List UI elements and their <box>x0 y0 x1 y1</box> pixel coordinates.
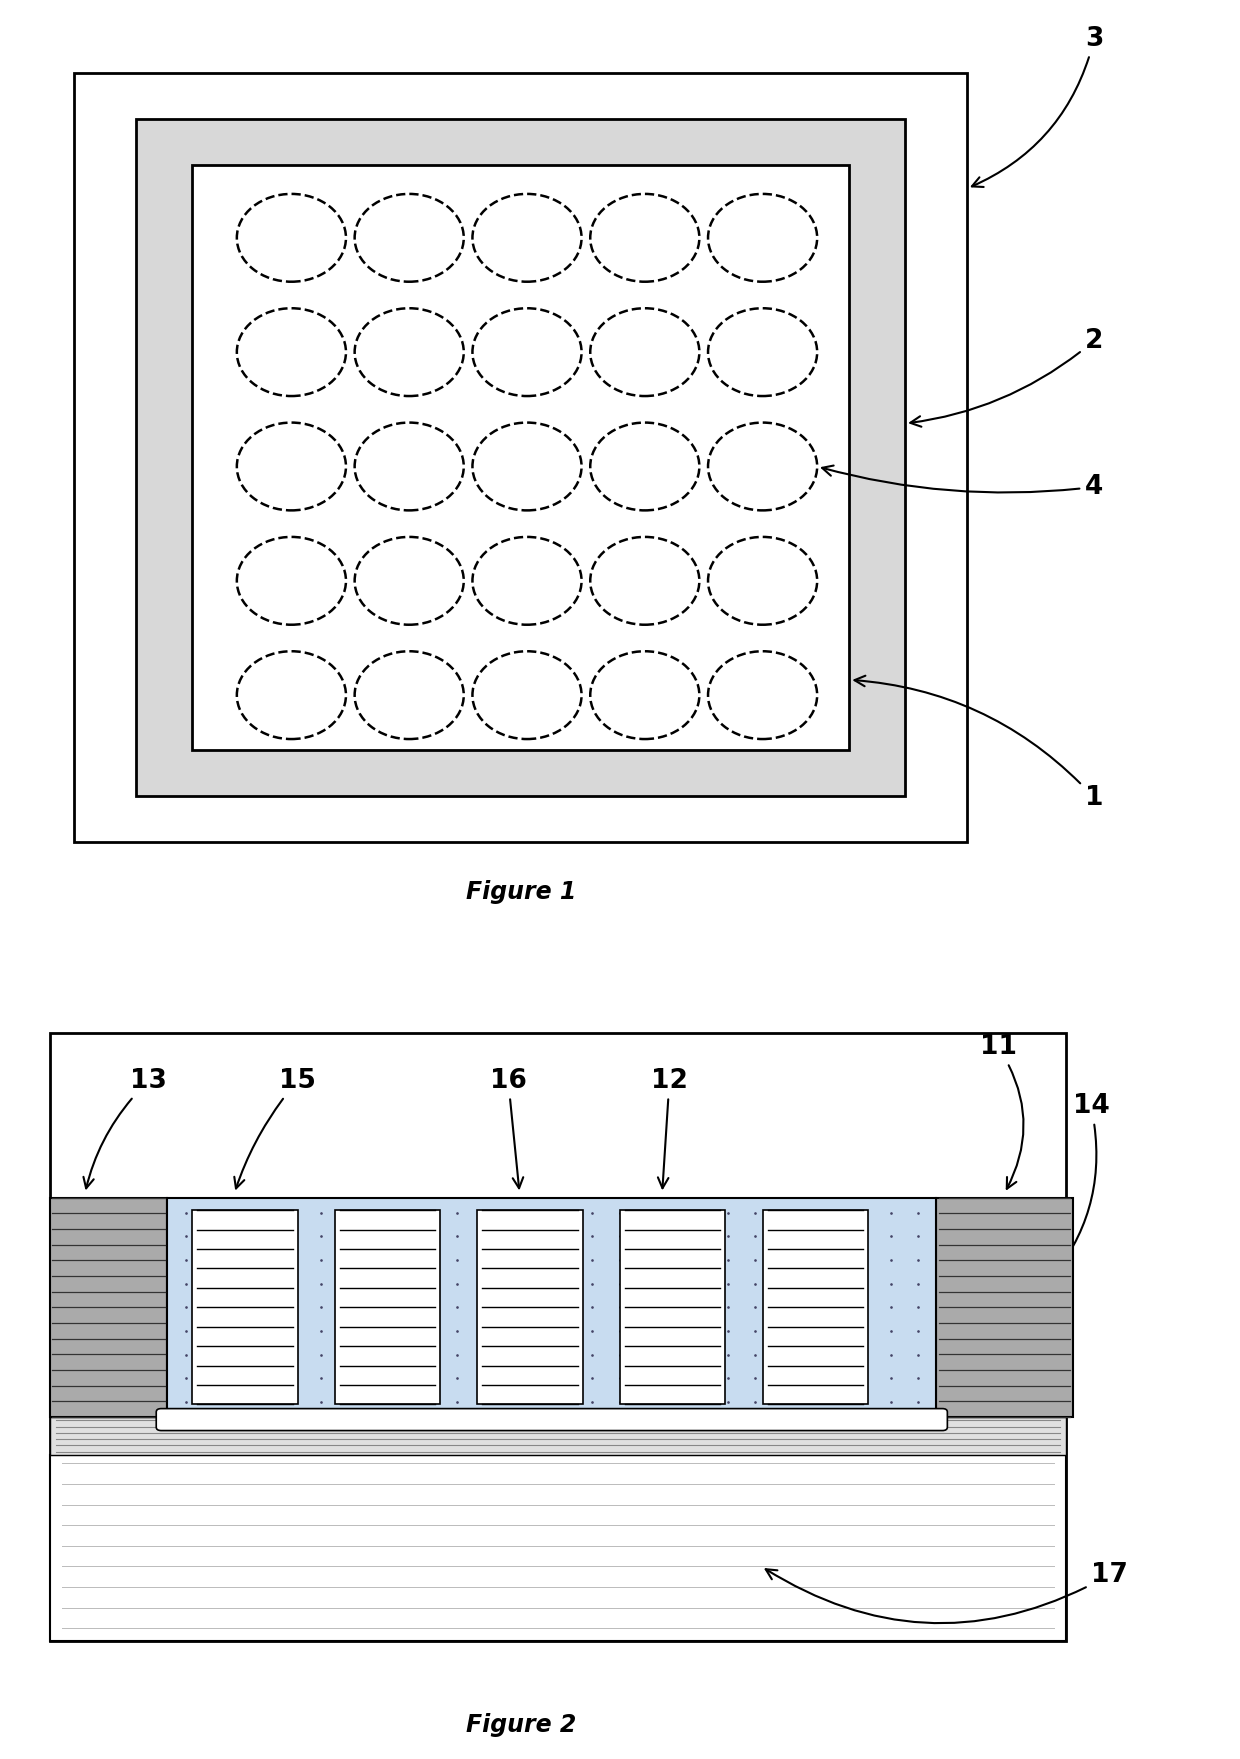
Text: Figure 1: Figure 1 <box>465 880 577 904</box>
Bar <box>763 1210 868 1404</box>
Text: 3: 3 <box>972 26 1104 186</box>
Text: 4: 4 <box>822 466 1104 500</box>
Bar <box>50 1455 1066 1641</box>
Bar <box>192 1210 298 1404</box>
Bar <box>620 1210 725 1404</box>
Bar <box>50 1198 167 1418</box>
Bar <box>192 165 849 749</box>
Text: Figure 2: Figure 2 <box>465 1713 577 1738</box>
Bar <box>74 74 967 841</box>
Text: 12: 12 <box>651 1068 688 1189</box>
Bar <box>335 1210 440 1404</box>
FancyBboxPatch shape <box>156 1409 947 1430</box>
Text: 11: 11 <box>980 1034 1023 1189</box>
Bar <box>50 1033 1066 1641</box>
Text: 17: 17 <box>765 1562 1128 1624</box>
Text: 1: 1 <box>854 675 1104 811</box>
Bar <box>136 120 905 795</box>
Text: 2: 2 <box>910 327 1104 427</box>
Text: 14: 14 <box>1049 1092 1110 1282</box>
Bar <box>477 1210 583 1404</box>
Text: 13: 13 <box>83 1068 167 1189</box>
Bar <box>167 1198 936 1418</box>
Bar <box>50 1418 1066 1455</box>
Bar <box>936 1198 1073 1418</box>
Text: 16: 16 <box>490 1068 527 1189</box>
Text: 15: 15 <box>234 1068 316 1189</box>
